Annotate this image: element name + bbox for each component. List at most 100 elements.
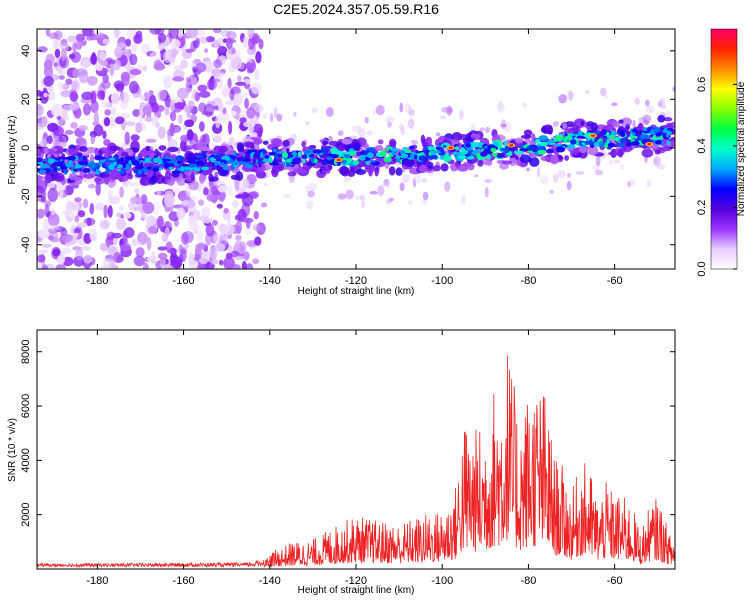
heatmap-cell — [293, 112, 297, 117]
heatmap-cell — [133, 33, 143, 45]
heatmap-cell — [454, 146, 460, 151]
heatmap-cell — [101, 99, 110, 109]
heatmap-cell — [630, 141, 640, 146]
heatmap-cell — [61, 247, 72, 255]
heatmap-cell — [618, 141, 625, 148]
heatmap-cell — [244, 227, 252, 236]
heatmap-cell — [252, 137, 263, 145]
heatmap-cell — [119, 243, 132, 252]
heatmap-cell — [598, 141, 606, 147]
heatmap-cell — [519, 162, 528, 168]
heatmap-cell — [115, 42, 127, 49]
heatmap-cell — [540, 127, 546, 133]
heatmap-cell — [491, 152, 498, 157]
heatmap-cell — [215, 72, 227, 77]
heatmap-cell — [252, 258, 260, 265]
heatmap-cell — [611, 102, 618, 107]
heatmap-cell — [203, 187, 209, 196]
heatmap-cell — [47, 85, 54, 92]
heatmap-cell — [212, 29, 222, 34]
heatmap-cell — [238, 241, 247, 254]
heatmap-cell — [164, 226, 170, 237]
heatmap-cell — [238, 91, 248, 100]
heatmap-cell — [213, 160, 219, 167]
heatmap-cell — [253, 69, 260, 80]
heatmap-cell — [139, 94, 146, 101]
heatmap-cell — [164, 106, 170, 116]
colorbar-tick-label: 0.6 — [696, 77, 708, 92]
heatmap-cell — [236, 75, 242, 82]
heatmap-cell — [156, 215, 164, 229]
heatmap-cell — [109, 157, 116, 161]
heatmap-cell — [70, 122, 78, 129]
heatmap-cell — [263, 182, 268, 187]
heatmap-cell — [243, 158, 251, 162]
heatmap-cell — [301, 140, 306, 148]
heatmap-cell — [523, 129, 533, 137]
heatmap-cell — [194, 91, 201, 102]
heatmap-cell — [341, 159, 347, 164]
heatmap-cell — [421, 178, 428, 183]
heatmap-cell — [628, 135, 638, 139]
heatmap-cell — [408, 109, 415, 116]
heatmap-cell — [341, 138, 353, 145]
heatmap-cell — [247, 29, 254, 40]
heatmap-cell — [153, 62, 166, 71]
heatmap-cell — [226, 216, 232, 225]
heatmap-cell — [68, 53, 76, 60]
heatmap-cell — [657, 114, 666, 123]
heatmap-cell — [130, 195, 143, 205]
heatmap-cell — [308, 144, 317, 150]
heatmap-cell — [100, 60, 108, 67]
heatmap-cell — [355, 169, 367, 175]
heatmap-cell — [56, 115, 61, 120]
heatmap-cell — [50, 103, 63, 117]
heatmap-cell — [270, 112, 274, 123]
heatmap-cell — [125, 38, 132, 47]
heatmap-cell — [305, 121, 310, 126]
heatmap-cell — [222, 233, 228, 247]
heatmap-cell — [188, 100, 195, 109]
heatmap-cell — [440, 163, 449, 172]
snr-series-line — [37, 355, 675, 569]
heatmap-cell — [104, 109, 111, 116]
heatmap-cell — [640, 134, 651, 141]
heatmap-cell — [86, 75, 98, 86]
snr-x-label: Height of straight line (km) — [298, 585, 415, 596]
heatmap-cell — [79, 145, 88, 152]
heatmap-cell — [192, 167, 200, 170]
heatmap-cell — [145, 145, 151, 152]
heatmap-cell — [209, 246, 218, 260]
heatmap-cell — [124, 121, 136, 126]
heatmap-cell — [65, 78, 73, 85]
heatmap-cell — [357, 125, 362, 134]
heatmap-cell — [58, 66, 63, 75]
heatmap-cell — [222, 165, 229, 171]
heatmap-cell — [158, 145, 167, 151]
heatmap-cell — [666, 128, 674, 131]
colorbar-ticks: 0.0 0.2 0.4 0.6 — [696, 77, 737, 277]
heatmap-cell — [269, 162, 280, 166]
heatmap-cell — [606, 134, 611, 139]
heatmap-cell — [82, 198, 89, 209]
heatmap-cell — [169, 110, 177, 122]
heatmap-cell — [537, 149, 547, 155]
heatmap-cell — [617, 128, 622, 135]
heatmap-cell — [41, 243, 52, 248]
heatmap-cell — [61, 83, 70, 90]
heatmap-cell — [562, 123, 568, 129]
heatmap-cell — [138, 109, 143, 123]
heatmap-cell — [213, 59, 223, 69]
heatmap-cell — [627, 181, 631, 188]
heatmap-cell — [76, 222, 88, 228]
heatmap-cell — [620, 117, 633, 127]
heatmap-cell — [595, 155, 601, 167]
heatmap-cell — [223, 256, 235, 269]
heatmap-cell — [233, 49, 241, 57]
heatmap-cell — [89, 202, 95, 215]
heatmap-cell — [513, 150, 518, 155]
heatmap-cell — [68, 172, 78, 181]
heatmap-cell — [473, 174, 479, 178]
heatmap-cell — [575, 171, 585, 175]
heatmap-cell — [546, 139, 555, 144]
